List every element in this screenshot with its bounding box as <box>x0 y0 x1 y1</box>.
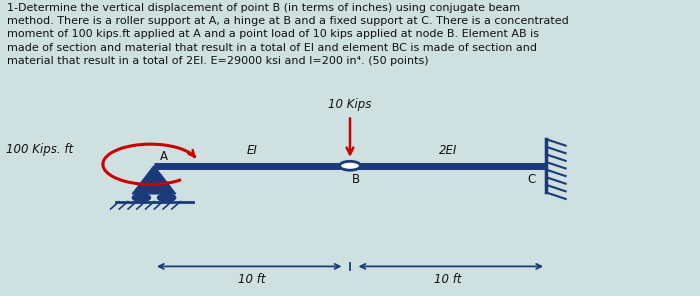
Polygon shape <box>132 166 176 194</box>
Text: 10 Kips: 10 Kips <box>328 98 372 111</box>
Text: EI: EI <box>246 144 258 157</box>
Circle shape <box>340 161 360 170</box>
Text: 2EI: 2EI <box>439 144 457 157</box>
Text: B: B <box>351 173 360 186</box>
Circle shape <box>132 194 150 202</box>
Text: C: C <box>527 173 536 186</box>
Text: 1-Determine the vertical displacement of point B (in terms of inches) using conj: 1-Determine the vertical displacement of… <box>7 3 568 66</box>
Circle shape <box>158 194 176 202</box>
Text: 10 ft: 10 ft <box>238 273 266 286</box>
Text: 100 Kips. ft: 100 Kips. ft <box>6 143 74 156</box>
Text: 10 ft: 10 ft <box>434 273 462 286</box>
Text: A: A <box>160 150 167 163</box>
